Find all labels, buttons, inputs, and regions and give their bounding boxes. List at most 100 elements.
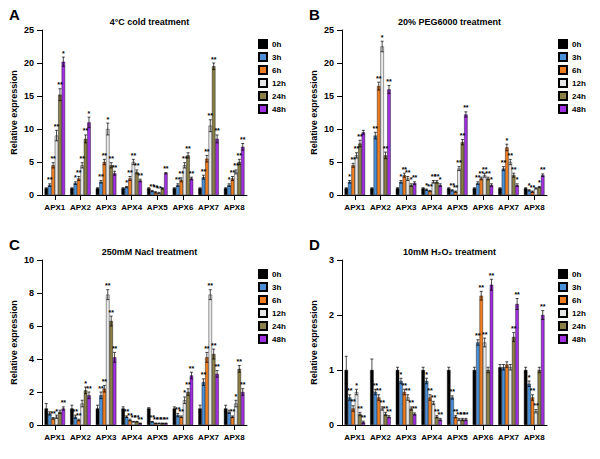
svg-text:**: ** — [79, 155, 85, 162]
svg-text:**: ** — [453, 184, 459, 191]
svg-text:**: ** — [376, 75, 382, 82]
svg-text:**: ** — [540, 303, 546, 310]
svg-text:APX1: APX1 — [44, 433, 65, 442]
svg-text:**: ** — [357, 405, 363, 412]
svg-text:8: 8 — [29, 288, 34, 298]
svg-text:**: ** — [76, 169, 82, 176]
svg-text:*: * — [88, 110, 91, 117]
svg-text:APX1: APX1 — [344, 433, 365, 442]
svg-text:**: ** — [230, 408, 236, 415]
svg-text:2: 2 — [329, 310, 334, 320]
svg-text:5: 5 — [29, 157, 34, 167]
svg-text:6h: 6h — [572, 296, 581, 305]
svg-text:12h: 12h — [272, 309, 286, 318]
svg-text:**: ** — [47, 176, 53, 183]
svg-text:APX3: APX3 — [96, 433, 117, 442]
svg-text:0h: 0h — [572, 40, 581, 49]
svg-text:**: ** — [240, 381, 246, 388]
svg-text:**: ** — [482, 331, 488, 338]
svg-text:**: ** — [185, 381, 191, 388]
svg-text:**: ** — [189, 365, 195, 372]
svg-text:**: ** — [138, 172, 144, 179]
svg-text:APX8: APX8 — [524, 433, 545, 442]
svg-text:*: * — [516, 176, 519, 183]
svg-text:48h: 48h — [272, 105, 286, 114]
svg-text:APX6: APX6 — [172, 433, 193, 442]
svg-text:*: * — [183, 389, 186, 396]
svg-text:**: ** — [131, 152, 137, 159]
svg-text:20: 20 — [324, 58, 334, 68]
svg-text:10: 10 — [324, 124, 334, 134]
svg-text:**: ** — [98, 173, 104, 180]
svg-text:**: ** — [112, 345, 118, 352]
svg-text:6h: 6h — [572, 66, 581, 75]
svg-text:**: ** — [383, 145, 389, 152]
svg-text:*: * — [490, 176, 493, 183]
svg-text:*: * — [425, 371, 428, 378]
svg-text:4: 4 — [29, 354, 34, 364]
svg-text:APX2: APX2 — [370, 203, 391, 212]
svg-text:APX7: APX7 — [198, 433, 219, 442]
svg-text:25: 25 — [324, 25, 334, 35]
svg-text:24h: 24h — [272, 92, 286, 101]
svg-text:APX4: APX4 — [121, 433, 142, 442]
svg-text:**: ** — [105, 282, 111, 289]
svg-text:Relative expression: Relative expression — [309, 300, 319, 385]
svg-text:**: ** — [185, 145, 191, 152]
svg-text:D: D — [309, 236, 320, 253]
svg-text:C: C — [9, 236, 20, 253]
svg-text:APX4: APX4 — [421, 433, 442, 442]
svg-text:0h: 0h — [272, 40, 281, 49]
svg-text:**: ** — [179, 170, 185, 177]
svg-text:APX1: APX1 — [344, 203, 365, 212]
svg-text:**: ** — [405, 169, 411, 176]
svg-text:*: * — [538, 179, 541, 186]
svg-text:APX7: APX7 — [498, 203, 519, 212]
svg-text:**: ** — [240, 136, 246, 143]
svg-text:APX6: APX6 — [472, 433, 493, 442]
svg-text:**: ** — [102, 378, 108, 385]
svg-text:**: ** — [449, 388, 455, 395]
svg-text:10mM H₂O₂ treatment: 10mM H₂O₂ treatment — [403, 247, 496, 257]
svg-text:3h: 3h — [572, 283, 581, 292]
svg-text:**: ** — [350, 398, 356, 405]
svg-text:Relative expression: Relative expression — [9, 300, 19, 385]
svg-text:**: ** — [431, 394, 437, 401]
svg-text:**: ** — [163, 165, 169, 172]
svg-text:**: ** — [438, 411, 444, 418]
svg-text:24h: 24h — [572, 322, 586, 331]
svg-text:3h: 3h — [272, 283, 281, 292]
svg-text:**: ** — [112, 164, 118, 171]
svg-text:APX8: APX8 — [224, 433, 245, 442]
svg-text:*: * — [228, 176, 231, 183]
svg-text:**: ** — [50, 155, 56, 162]
svg-text:3h: 3h — [272, 53, 281, 62]
svg-text:**: ** — [376, 387, 382, 394]
svg-text:12h: 12h — [272, 79, 286, 88]
svg-text:*: * — [106, 116, 109, 123]
svg-text:**: ** — [54, 123, 60, 130]
svg-text:**: ** — [463, 104, 469, 111]
svg-text:15: 15 — [324, 91, 334, 101]
svg-text:APX5: APX5 — [147, 433, 168, 442]
svg-text:6h: 6h — [272, 296, 281, 305]
svg-text:APX5: APX5 — [147, 203, 168, 212]
svg-text:**: ** — [211, 342, 217, 349]
svg-text:**: ** — [427, 183, 433, 190]
svg-text:**: ** — [163, 416, 169, 423]
svg-text:**: ** — [134, 162, 140, 169]
svg-text:24h: 24h — [572, 92, 586, 101]
svg-text:**: ** — [208, 282, 214, 289]
svg-text:20: 20 — [24, 58, 34, 68]
svg-text:**: ** — [108, 155, 114, 162]
svg-text:**: ** — [405, 387, 411, 394]
svg-text:**: ** — [214, 363, 220, 370]
svg-text:1: 1 — [329, 365, 334, 375]
svg-text:**: ** — [463, 411, 469, 418]
svg-text:APX4: APX4 — [421, 203, 442, 212]
svg-text:0: 0 — [329, 190, 334, 200]
svg-text:*: * — [62, 50, 65, 57]
svg-text:APX3: APX3 — [396, 203, 417, 212]
svg-text:*: * — [400, 173, 403, 180]
svg-text:**: ** — [386, 408, 392, 415]
